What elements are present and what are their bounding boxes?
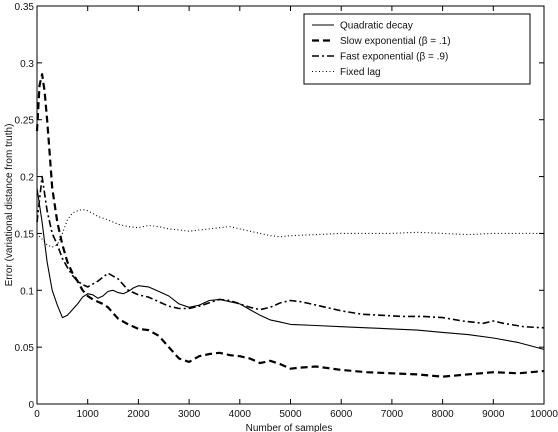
y-tick-label: 0.05 bbox=[15, 343, 35, 354]
x-tick-label: 2000 bbox=[127, 409, 150, 420]
x-tick-label: 5000 bbox=[279, 409, 302, 420]
legend-box bbox=[303, 13, 531, 85]
series-line-1 bbox=[36, 187, 545, 350]
y-tick-label: 0.2 bbox=[20, 173, 34, 184]
legend: Quadratic decay Slow exponential (β = .1)… bbox=[303, 13, 531, 85]
legend-label-4: Fixed lag bbox=[340, 67, 381, 78]
x-tick-label: 6000 bbox=[330, 409, 353, 420]
x-tick-label: 4000 bbox=[229, 409, 252, 420]
series-line-4 bbox=[36, 208, 544, 248]
x-axis-title: Number of samples bbox=[246, 423, 333, 432]
x-tick-label: 9000 bbox=[482, 409, 505, 420]
x-tick-label: 0 bbox=[34, 409, 40, 420]
x-tick-label: 10000 bbox=[530, 409, 558, 420]
x-tick-label: 7000 bbox=[381, 409, 404, 420]
x-tick-label: 1000 bbox=[77, 409, 100, 420]
series-line-2 bbox=[35, 73, 545, 378]
x-tick-label: 8000 bbox=[431, 409, 454, 420]
y-tick-label: 0.35 bbox=[15, 2, 35, 13]
legend-label-3: Fast exponential (β = .9) bbox=[340, 52, 448, 63]
y-tick-label: 0.3 bbox=[20, 59, 34, 70]
legend-label-2: Slow exponential (β = .1) bbox=[340, 36, 451, 47]
y-tick-label: 0.25 bbox=[15, 116, 35, 127]
y-tick-label: 0.1 bbox=[20, 286, 34, 297]
legend-label-1: Quadratic decay bbox=[340, 21, 413, 32]
y-tick-label: 0 bbox=[28, 400, 34, 411]
x-tick-label: 3000 bbox=[178, 409, 201, 420]
series-line-3 bbox=[36, 175, 545, 329]
y-tick-label: 0.15 bbox=[15, 229, 35, 240]
y-axis-title: Error (variational distance from truth) bbox=[4, 124, 15, 287]
